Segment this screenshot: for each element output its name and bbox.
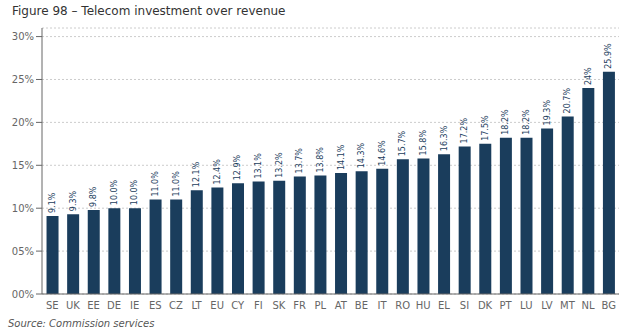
svg-text:EL: EL — [438, 300, 450, 311]
svg-text:10%: 10% — [12, 203, 34, 214]
svg-text:DK: DK — [478, 300, 493, 311]
svg-text:17.5%: 17.5% — [481, 115, 490, 141]
svg-text:NL: NL — [582, 300, 595, 311]
svg-text:05%: 05% — [12, 246, 34, 257]
svg-text:14.1%: 14.1% — [337, 144, 346, 170]
svg-text:13.7%: 13.7% — [295, 148, 304, 174]
svg-text:11.0%: 11.0% — [172, 171, 181, 197]
svg-text:LT: LT — [191, 300, 202, 311]
svg-text:15.7%: 15.7% — [398, 130, 407, 156]
svg-text:BE: BE — [355, 300, 368, 311]
svg-text:25.9%: 25.9% — [604, 43, 613, 69]
svg-text:15.8%: 15.8% — [419, 130, 428, 156]
svg-text:SE: SE — [46, 300, 59, 311]
svg-text:RO: RO — [395, 300, 410, 311]
svg-text:LV: LV — [541, 300, 552, 311]
svg-text:HU: HU — [416, 300, 431, 311]
svg-text:17.2%: 17.2% — [460, 118, 469, 144]
svg-text:00%: 00% — [12, 289, 34, 300]
svg-text:LU: LU — [520, 300, 532, 311]
svg-text:20.7%: 20.7% — [563, 88, 572, 114]
html-text:Source: Commission services: Source: Commission services — [8, 318, 155, 329]
svg-text:24%: 24% — [584, 67, 593, 85]
svg-text:SI: SI — [460, 300, 469, 311]
svg-text:FR: FR — [293, 300, 306, 311]
svg-text:20%: 20% — [12, 117, 34, 128]
svg-text:10.0%: 10.0% — [110, 179, 119, 205]
svg-text:19.3%: 19.3% — [543, 100, 552, 126]
svg-text:11.0%: 11.0% — [151, 171, 160, 197]
svg-text:FI: FI — [254, 300, 263, 311]
svg-text:ES: ES — [149, 300, 162, 311]
svg-text:30%: 30% — [12, 31, 34, 42]
svg-text:18.2%: 18.2% — [501, 109, 510, 135]
html-text:Figure 98 – Telecom investment: Figure 98 – Telecom investment over reve… — [12, 4, 286, 18]
svg-text:UK: UK — [66, 300, 80, 311]
svg-text:14.3%: 14.3% — [357, 142, 366, 168]
svg-text:9.1%: 9.1% — [48, 192, 57, 213]
svg-text:PL: PL — [314, 300, 326, 311]
svg-text:DE: DE — [107, 300, 121, 311]
svg-text:BG: BG — [601, 300, 615, 311]
svg-text:EU: EU — [210, 300, 224, 311]
svg-text:IE: IE — [130, 300, 139, 311]
svg-text:9.8%: 9.8% — [89, 186, 98, 207]
svg-text:MT: MT — [560, 300, 576, 311]
svg-text:IT: IT — [377, 300, 387, 311]
svg-text:AT: AT — [335, 300, 348, 311]
svg-text:12.1%: 12.1% — [192, 161, 201, 187]
svg-text:12.9%: 12.9% — [233, 154, 242, 180]
svg-text:SK: SK — [273, 300, 286, 311]
svg-text:25%: 25% — [12, 74, 34, 85]
svg-text:12.4%: 12.4% — [213, 159, 222, 185]
svg-text:EE: EE — [87, 300, 100, 311]
svg-text:9.3%: 9.3% — [69, 190, 78, 211]
svg-text:18.2%: 18.2% — [522, 109, 531, 135]
svg-text:PT: PT — [500, 300, 513, 311]
svg-text:13.1%: 13.1% — [254, 153, 263, 179]
svg-text:CY: CY — [231, 300, 245, 311]
svg-text:15%: 15% — [12, 160, 34, 171]
svg-text:CZ: CZ — [169, 300, 183, 311]
svg-text:13.8%: 13.8% — [316, 147, 325, 173]
svg-text:16.3%: 16.3% — [440, 125, 449, 151]
svg-text:14.6%: 14.6% — [378, 140, 387, 166]
svg-text:13.2%: 13.2% — [275, 152, 284, 178]
svg-text:10.0%: 10.0% — [130, 179, 139, 205]
